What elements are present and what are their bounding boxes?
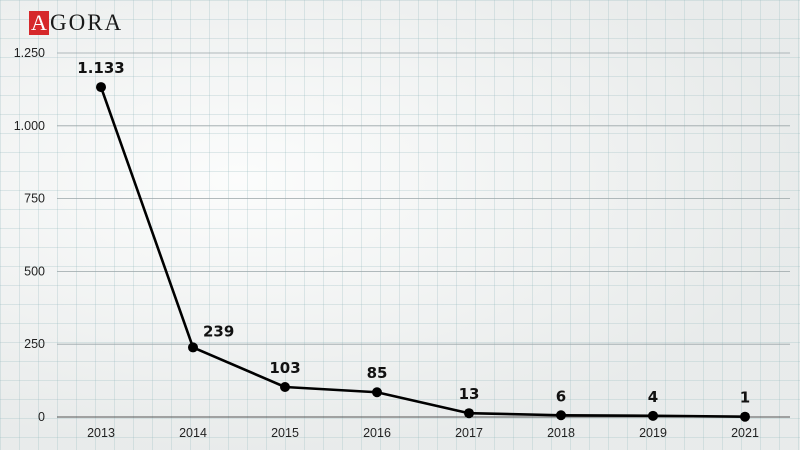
x-tick-label: 2016 — [363, 426, 391, 440]
x-tick-label: 2015 — [271, 426, 299, 440]
x-tick-label: 2014 — [179, 426, 207, 440]
data-point — [280, 382, 290, 393]
x-tick-label: 2019 — [639, 426, 667, 440]
data-label: 103 — [269, 359, 300, 377]
data-label: 239 — [203, 322, 234, 340]
data-label: 1 — [740, 389, 750, 407]
y-tick-label: 0 — [38, 410, 45, 424]
agora-logo: A GORA — [29, 10, 123, 36]
x-tick-label: 2021 — [731, 426, 759, 440]
data-point — [188, 342, 198, 353]
data-point — [372, 387, 382, 398]
series-line — [99, 86, 746, 419]
logo-mark: A — [29, 11, 49, 35]
data-point — [464, 408, 474, 419]
data-label: 1.133 — [77, 59, 124, 77]
data-point — [556, 410, 566, 421]
y-tick-label: 500 — [24, 264, 45, 278]
y-tick-label: 250 — [24, 337, 45, 351]
x-tick-label: 2017 — [455, 426, 483, 440]
data-label: 6 — [556, 387, 566, 405]
data-label: 85 — [367, 364, 388, 382]
data-label: 13 — [459, 385, 480, 403]
y-tick-label: 1.000 — [14, 119, 45, 133]
y-tick-label: 750 — [24, 192, 45, 206]
y-tick-label: 1.250 — [14, 46, 45, 60]
data-point — [96, 82, 106, 93]
data-point — [740, 411, 750, 422]
logo-text: GORA — [50, 10, 124, 35]
x-tick-label: 2013 — [87, 426, 115, 440]
x-tick-label: 2018 — [547, 426, 575, 440]
data-label: 4 — [648, 388, 658, 406]
data-point — [648, 410, 658, 421]
